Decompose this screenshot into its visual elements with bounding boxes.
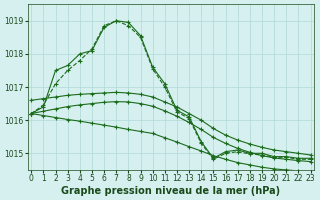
X-axis label: Graphe pression niveau de la mer (hPa): Graphe pression niveau de la mer (hPa) <box>61 186 280 196</box>
